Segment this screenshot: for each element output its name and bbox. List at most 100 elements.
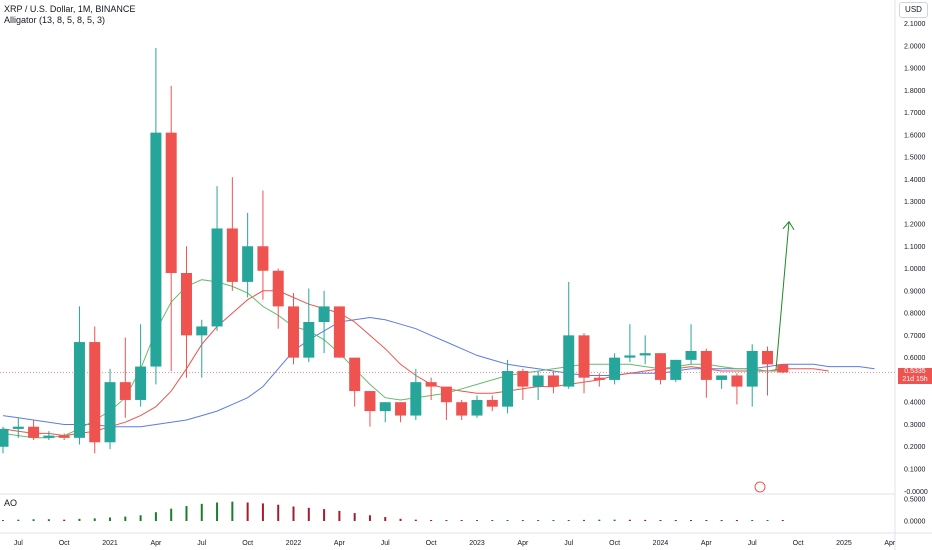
ao-bar (2, 520, 4, 521)
y-tick-label: 1.2000 (904, 221, 926, 228)
candle-body (165, 132, 177, 273)
candle-body (211, 228, 223, 327)
ao-bar (154, 512, 157, 521)
ao-bar (216, 502, 219, 521)
y-tick-label: 0.4000 (904, 400, 926, 407)
candle-body (104, 382, 116, 443)
ao-bar (170, 508, 173, 521)
currency-button[interactable]: USD (899, 2, 928, 18)
y-tick-label: 1.8000 (904, 88, 926, 95)
candle-body (410, 382, 422, 416)
candle-body (563, 335, 575, 387)
bar-countdown: 21d 15h (902, 376, 928, 383)
ao-bar (353, 513, 356, 521)
x-tick-label: Oct (242, 540, 253, 547)
ao-indicator-label: AO (4, 498, 18, 508)
candle-body (746, 350, 758, 387)
ao-bar (628, 519, 631, 521)
x-tick-label: 2021 (102, 540, 118, 547)
y-tick-label: 2.0000 (904, 43, 926, 50)
tradingview-logo-icon (754, 481, 766, 493)
y-tick-label: 1.3000 (904, 199, 926, 206)
candle-body (349, 357, 361, 392)
x-tick-label: Oct (793, 540, 804, 547)
ao-bar (521, 520, 524, 521)
candle-body (502, 371, 514, 407)
x-tick-label: Oct (609, 540, 620, 547)
ao-bar (63, 519, 66, 521)
ao-bar (613, 519, 616, 521)
candle-body (58, 435, 70, 438)
candle-body (593, 377, 605, 380)
alligator-lips-line (2, 279, 783, 439)
x-tick-label: Apr (334, 540, 346, 547)
ao-bar (781, 520, 784, 521)
ao-bar (277, 504, 280, 521)
y-tick-label: 0.8000 (904, 311, 926, 318)
x-tick-label: Jul (564, 540, 573, 547)
x-tick-label: 2023 (469, 540, 485, 547)
chart-title: XRP / U.S. Dollar, 1M, BINANCE (4, 4, 136, 14)
ao-bar (430, 520, 433, 521)
ao-bar (185, 506, 188, 521)
y-tick-label: 1.6000 (904, 132, 926, 139)
candle-body (318, 306, 330, 323)
ao-bar (17, 519, 20, 521)
candle-body (28, 426, 40, 438)
x-tick-label: Apr (701, 540, 713, 547)
candle-body (456, 402, 468, 416)
ao-bar (109, 517, 112, 521)
candle-body (333, 306, 345, 358)
last-price-value: 0.5335 (904, 368, 926, 375)
ao-bar (705, 520, 708, 521)
x-tick-label: Jul (14, 540, 23, 547)
x-tick-label: Oct (426, 540, 437, 547)
candle-body (685, 350, 697, 360)
candle-body (0, 428, 9, 447)
y-tick-label: 1.4000 (904, 177, 926, 184)
candle-body (303, 322, 315, 358)
candle-body (547, 375, 559, 387)
candle-body (12, 426, 24, 429)
x-tick-label: 2024 (653, 540, 669, 547)
ao-bar (399, 518, 402, 521)
ao-bar (246, 502, 249, 521)
candle-body (762, 350, 773, 365)
candle-body (196, 326, 208, 336)
ao-bar (690, 520, 693, 521)
candle-body (609, 357, 621, 380)
projection-arrowhead (782, 220, 795, 231)
y-tick-label: 0.9000 (904, 288, 926, 295)
x-tick-label: 2025 (836, 540, 852, 547)
ao-bar (583, 519, 586, 521)
ao-bar (445, 520, 448, 521)
x-tick-label: Jul (748, 540, 757, 547)
candle-body (89, 342, 101, 443)
x-tick-label: Apr (150, 540, 162, 547)
ao-bar (751, 520, 754, 521)
ao-bar (323, 509, 326, 521)
candle-body (471, 399, 483, 416)
indicator-label: Alligator (13, 8, 5, 8, 5, 3) (4, 15, 106, 25)
candle-body (670, 359, 682, 380)
candle-body (700, 350, 712, 380)
ao-bar (292, 506, 295, 521)
y-tick-label: 1.1000 (904, 244, 926, 251)
candle-body (379, 402, 391, 412)
x-tick-label: Oct (59, 540, 70, 547)
x-tick-label: Jul (381, 540, 390, 547)
ao-bar (139, 515, 142, 521)
candle-body (150, 132, 162, 367)
y-tick-label: 1.5000 (904, 155, 926, 162)
ao-bar (124, 516, 127, 521)
ao-bar (93, 518, 96, 521)
candle-body (135, 366, 147, 400)
candle-body (517, 371, 529, 387)
candle-body (425, 382, 437, 387)
ao-bar (460, 520, 463, 521)
candle-body (257, 246, 269, 271)
y-tick-label: -0.0000 (904, 489, 928, 496)
last-price-badge: 0.5335 21d 15h (898, 368, 932, 384)
